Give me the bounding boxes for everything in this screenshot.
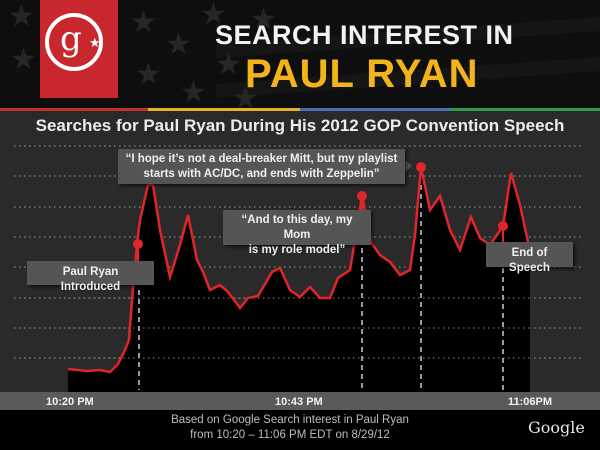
star-icon: ★ [250, 3, 277, 36]
callout-playlist-quote: “I hope it’s not a deal-breaker Mitt, bu… [118, 149, 405, 184]
logo-ring [45, 13, 103, 71]
color-stripe-blue [300, 108, 450, 111]
x-tick-label: 11:06PM [508, 396, 553, 408]
star-icon: ★ [89, 35, 101, 50]
callout-text: Paul Ryan Introduced [60, 266, 121, 293]
callout-text: starts with AC/DC, and ends with Zeppeli… [143, 168, 380, 180]
logo-ribbon-notch [40, 86, 118, 98]
star-icon: ★ [135, 58, 162, 91]
callout-mom-quote: “And to this day, my Mom is my role mode… [223, 210, 371, 256]
x-axis-bar [0, 392, 600, 410]
star-icon: ★ [180, 76, 207, 109]
footer [0, 410, 600, 450]
callout-end-of-speech: End of Speech [486, 242, 573, 274]
star-icon: ★ [130, 6, 157, 39]
callout-pointer [405, 160, 412, 172]
source-note-line-2: from 10:20 – 11:06 PM EDT on 8/29/12 [190, 429, 390, 441]
google-logo: Google [528, 418, 585, 437]
x-tick-label: 10:20 PM [46, 396, 94, 408]
star-icon: ★ [165, 28, 192, 61]
callout-text: is my role model” [248, 244, 346, 256]
star-icon: ★ [215, 48, 242, 81]
star-icon: ★ [8, 0, 35, 33]
playlist-dot [416, 162, 426, 172]
chart-title: Searches for Paul Ryan During His 2012 G… [35, 116, 565, 135]
header-banner: ★ ★ ★ ★ ★ ★ ★ ★ ★ ★ g ★ SEARCH INTEREST … [0, 0, 600, 110]
callout-text: “I hope it’s not a deal-breaker Mitt, bu… [125, 153, 398, 165]
event-markers [138, 185, 504, 390]
star-icon: ★ [10, 43, 37, 76]
source-note: Based on Google Search interest in Paul … [150, 413, 430, 443]
title-line-2: PAUL RYAN [245, 52, 479, 96]
event-dots [133, 162, 508, 262]
star-icon: ★ [200, 0, 227, 31]
source-note-line-1: Based on Google Search interest in Paul … [171, 414, 409, 426]
area-gridlines-overlay [68, 297, 530, 359]
title-line-1: SEARCH INTEREST IN [215, 20, 514, 50]
google-g-icon: g [60, 19, 82, 59]
callout-text: End of Speech [509, 247, 550, 274]
search-interest-line [67, 166, 530, 374]
x-tick-label: 10:43 PM [275, 396, 323, 408]
callout-introduced: Paul Ryan Introduced [27, 261, 154, 293]
color-stripe-red [0, 108, 148, 111]
callout-text: “And to this day, my Mom [241, 214, 353, 241]
color-stripe-yellow [148, 108, 300, 111]
star-icon: ★ [232, 82, 259, 111]
area-fill [68, 167, 530, 392]
color-stripe-green [450, 108, 600, 111]
